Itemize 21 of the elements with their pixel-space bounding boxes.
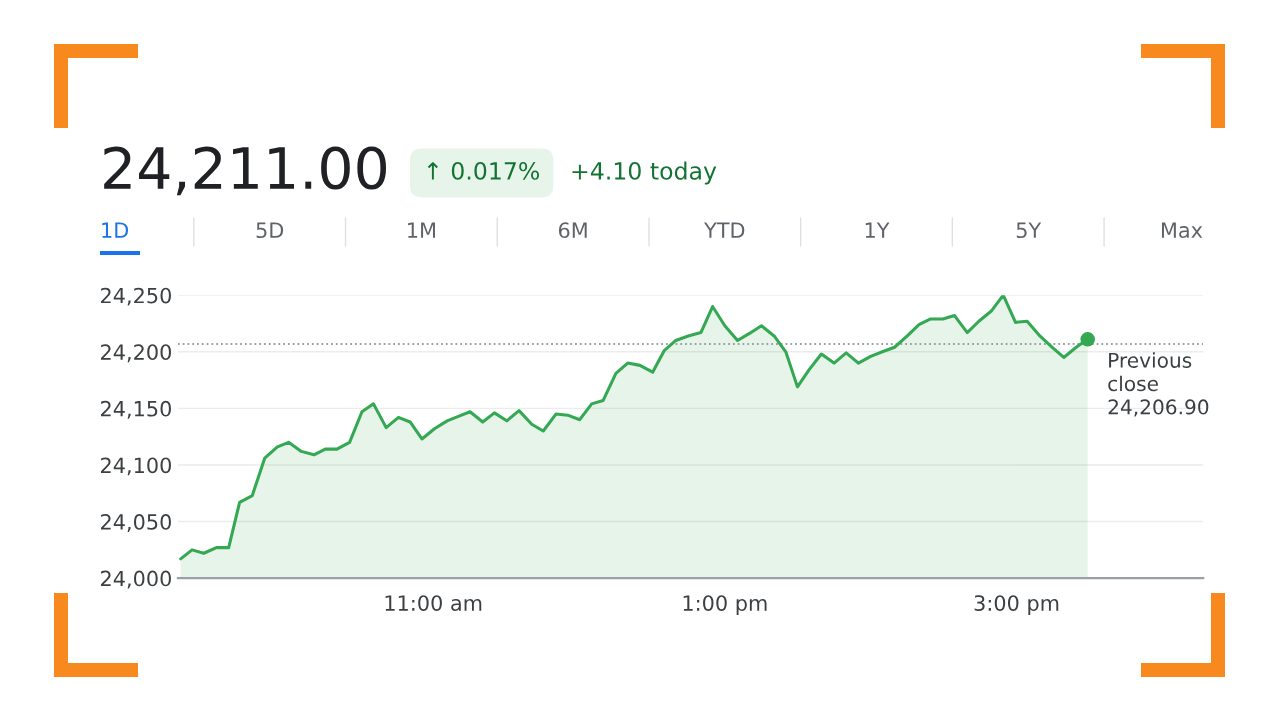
ref-line-label: Previous close 24,206.90 [1108, 352, 1209, 417]
y-tick-label: 24,000 [100, 570, 171, 589]
text: ↑ 0.017% [427, 161, 540, 180]
y-tick-label: 24,100 [100, 457, 171, 476]
text: +4.10 today [572, 161, 717, 185]
text: Max [1161, 222, 1203, 239]
text: 6M [558, 222, 587, 239]
y-tick-label: 24,200 [100, 344, 171, 363]
y-tick-label: 24,250 [100, 287, 171, 306]
x-tick-label: 3:00 pm [974, 595, 1059, 615]
text: 5D [256, 222, 284, 239]
y-tick-label: 24,150 [100, 400, 171, 419]
text: 1Y [865, 222, 890, 238]
text: 5Y [1016, 222, 1042, 239]
x-tick-label: 1:00 pm [683, 595, 767, 615]
text: 1M [408, 222, 435, 238]
text: YTD [704, 222, 745, 238]
x-tick-label: 11:00 am [385, 595, 482, 611]
y-tick-label: 24,050 [100, 514, 171, 532]
text: 1D [102, 222, 129, 238]
chart-title: 24,211.00 [104, 146, 387, 196]
